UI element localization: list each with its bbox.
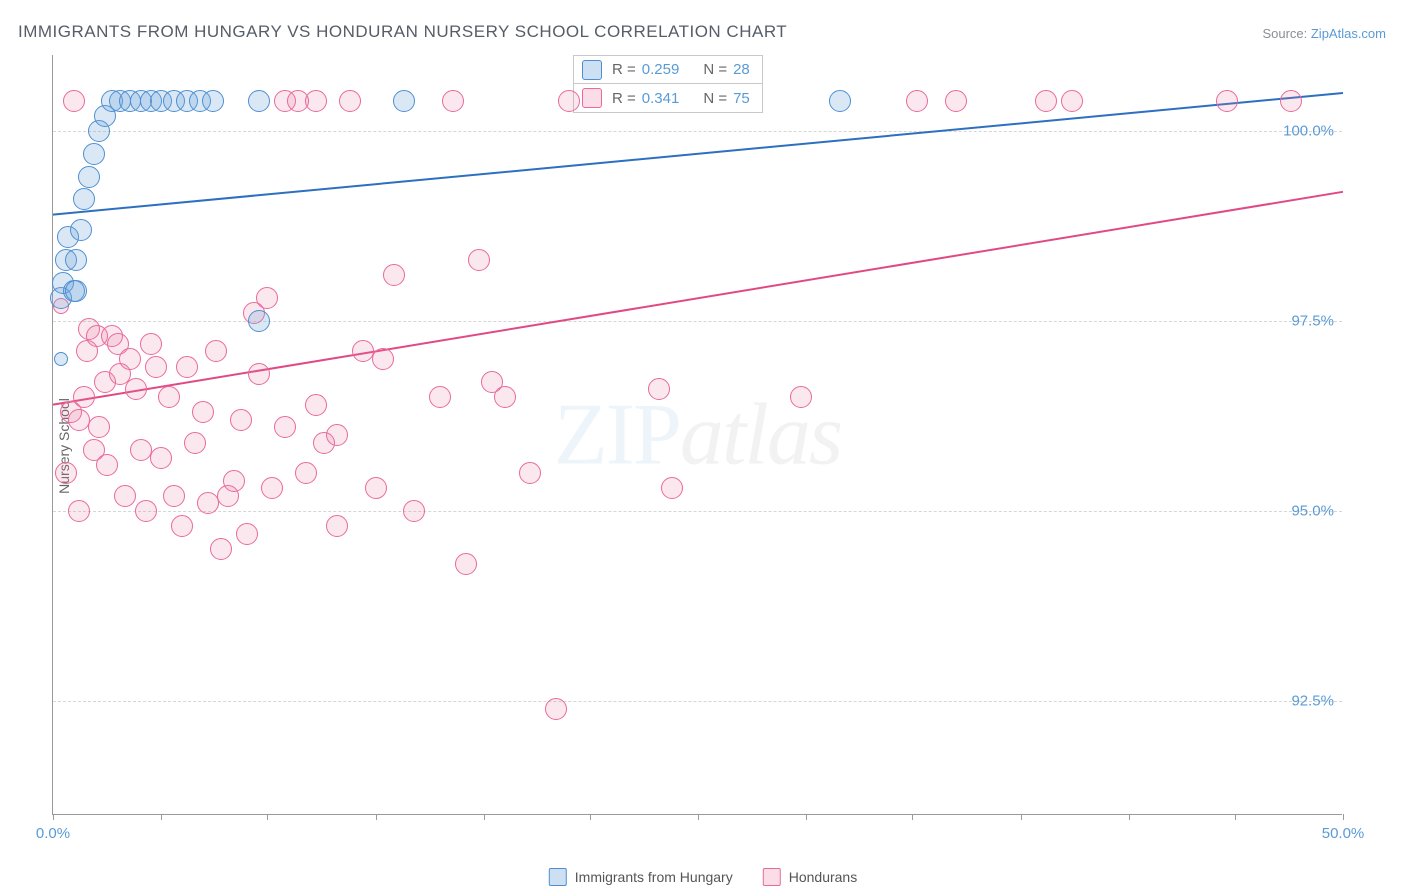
- point-hungary: [73, 188, 95, 210]
- point-honduran: [230, 409, 252, 431]
- point-honduran: [1216, 90, 1238, 112]
- point-honduran: [205, 340, 227, 362]
- bottom-legend-item-0: Immigrants from Hungary: [549, 868, 733, 886]
- point-honduran: [274, 416, 296, 438]
- point-honduran: [906, 90, 928, 112]
- point-honduran: [223, 470, 245, 492]
- point-honduran: [648, 378, 670, 400]
- point-honduran: [403, 500, 425, 522]
- point-honduran: [210, 538, 232, 560]
- point-honduran: [176, 356, 198, 378]
- chart-container: IMMIGRANTS FROM HUNGARY VS HONDURAN NURS…: [0, 0, 1406, 892]
- point-honduran: [352, 340, 374, 362]
- trendlines: [53, 55, 1343, 815]
- trendline: [53, 93, 1343, 215]
- point-hungary: [65, 249, 87, 271]
- point-hungary: [83, 143, 105, 165]
- point-honduran: [184, 432, 206, 454]
- point-honduran: [125, 378, 147, 400]
- point-honduran: [163, 485, 185, 507]
- point-honduran: [468, 249, 490, 271]
- point-honduran: [88, 416, 110, 438]
- point-honduran: [140, 333, 162, 355]
- point-honduran: [63, 90, 85, 112]
- point-honduran: [326, 424, 348, 446]
- bottom-swatch-pink: [763, 868, 781, 886]
- bottom-legend: Immigrants from Hungary Hondurans: [549, 868, 857, 886]
- source-link[interactable]: ZipAtlas.com: [1311, 26, 1386, 41]
- point-honduran: [68, 500, 90, 522]
- point-honduran: [158, 386, 180, 408]
- plot-area: ZIPatlas R = 0.259 N = 28 R = 0.341 N = …: [52, 55, 1342, 815]
- point-honduran: [197, 492, 219, 514]
- point-honduran: [545, 698, 567, 720]
- point-honduran: [256, 287, 278, 309]
- point-honduran: [365, 477, 387, 499]
- trendline: [53, 192, 1343, 405]
- bottom-legend-item-1: Hondurans: [763, 868, 858, 886]
- chart-title: IMMIGRANTS FROM HUNGARY VS HONDURAN NURS…: [18, 22, 787, 42]
- point-hungary: [248, 90, 270, 112]
- point-honduran: [55, 462, 77, 484]
- point-honduran: [192, 401, 214, 423]
- point-honduran: [248, 363, 270, 385]
- point-hungary: [78, 166, 100, 188]
- point-honduran: [145, 356, 167, 378]
- point-honduran: [150, 447, 172, 469]
- point-honduran: [119, 348, 141, 370]
- point-honduran: [429, 386, 451, 408]
- point-hungary: [70, 219, 92, 241]
- point-honduran: [305, 394, 327, 416]
- point-honduran: [1035, 90, 1057, 112]
- point-hungary: [393, 90, 415, 112]
- point-honduran: [96, 454, 118, 476]
- point-honduran: [114, 485, 136, 507]
- bottom-legend-label-1: Hondurans: [789, 869, 858, 885]
- point-honduran: [73, 386, 95, 408]
- bottom-swatch-blue: [549, 868, 567, 886]
- point-honduran: [519, 462, 541, 484]
- xtick-label: 50.0%: [1322, 825, 1365, 842]
- point-honduran: [661, 477, 683, 499]
- point-honduran: [372, 348, 394, 370]
- point-hungary: [54, 352, 68, 366]
- point-hungary: [202, 90, 224, 112]
- point-honduran: [130, 439, 152, 461]
- point-honduran: [442, 90, 464, 112]
- point-honduran: [68, 409, 90, 431]
- point-honduran: [945, 90, 967, 112]
- point-honduran: [1280, 90, 1302, 112]
- point-honduran: [383, 264, 405, 286]
- xtick-mark: [1343, 814, 1344, 820]
- point-honduran: [261, 477, 283, 499]
- point-honduran: [1061, 90, 1083, 112]
- point-hungary: [65, 280, 87, 302]
- point-honduran: [494, 386, 516, 408]
- point-honduran: [790, 386, 812, 408]
- point-honduran: [135, 500, 157, 522]
- point-honduran: [339, 90, 361, 112]
- point-honduran: [455, 553, 477, 575]
- source-text: Source:: [1262, 26, 1310, 41]
- source-label: Source: ZipAtlas.com: [1262, 26, 1386, 41]
- point-hungary: [248, 310, 270, 332]
- point-honduran: [236, 523, 258, 545]
- point-honduran: [326, 515, 348, 537]
- bottom-legend-label-0: Immigrants from Hungary: [575, 869, 733, 885]
- point-honduran: [305, 90, 327, 112]
- point-honduran: [558, 90, 580, 112]
- point-honduran: [171, 515, 193, 537]
- point-hungary: [829, 90, 851, 112]
- xtick-label: 0.0%: [36, 825, 70, 842]
- point-honduran: [295, 462, 317, 484]
